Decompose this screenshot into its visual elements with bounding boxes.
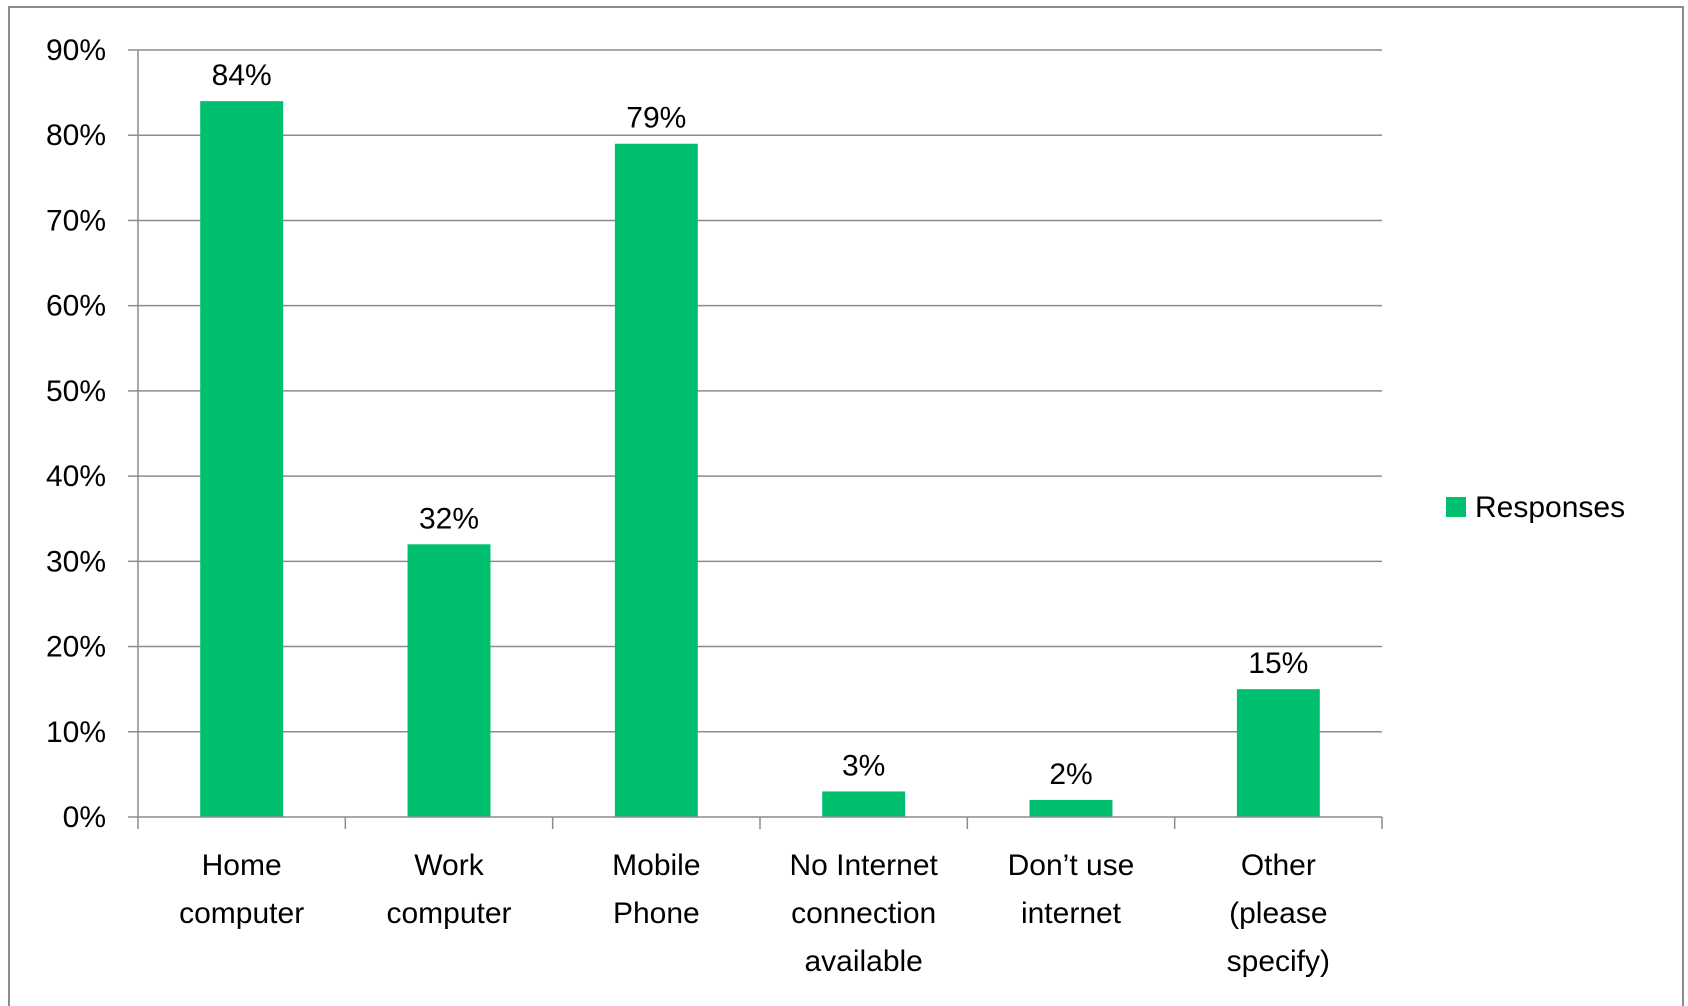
x-tick-label: Home	[202, 849, 282, 882]
y-tick-label: 0%	[63, 801, 106, 834]
data-label: 32%	[419, 502, 479, 535]
y-tick-label: 30%	[46, 545, 106, 578]
y-tick-label: 20%	[46, 631, 106, 664]
bar	[407, 544, 491, 817]
y-tick-label: 10%	[46, 716, 106, 749]
legend-swatch	[1446, 497, 1466, 517]
x-tick-label: computer	[386, 897, 511, 930]
x-tick-label: (please	[1229, 897, 1327, 930]
bar	[822, 791, 906, 817]
y-tick-label: 60%	[46, 290, 106, 323]
x-tick-label: available	[804, 945, 922, 978]
y-tick-label: 80%	[46, 119, 106, 152]
y-tick-label: 40%	[46, 460, 106, 493]
data-label: 79%	[626, 102, 686, 135]
x-tick-label: Other	[1241, 849, 1316, 882]
y-tick-label: 70%	[46, 204, 106, 237]
data-label: 2%	[1049, 758, 1092, 791]
data-label: 15%	[1248, 647, 1308, 680]
y-tick-label: 50%	[46, 375, 106, 408]
x-tick-label: computer	[179, 897, 304, 930]
x-tick-label: Mobile	[612, 849, 700, 882]
y-tick-label: 90%	[46, 34, 106, 67]
bar	[1029, 799, 1113, 817]
legend-label: Responses	[1475, 491, 1625, 524]
x-tick-label: Work	[414, 849, 484, 882]
data-label: 3%	[842, 749, 885, 782]
x-tick-label: Don’t use	[1008, 849, 1135, 882]
chart-frame	[8, 6, 1684, 1006]
x-tick-label: internet	[1021, 897, 1122, 930]
x-tick-label: specify)	[1227, 945, 1330, 978]
x-tick-label: No Internet	[789, 849, 938, 882]
bar	[1236, 689, 1320, 817]
x-tick-label: connection	[791, 897, 936, 930]
bar	[200, 101, 284, 818]
data-label: 84%	[212, 59, 272, 92]
bar	[614, 143, 698, 817]
x-tick-label: Phone	[613, 897, 700, 930]
